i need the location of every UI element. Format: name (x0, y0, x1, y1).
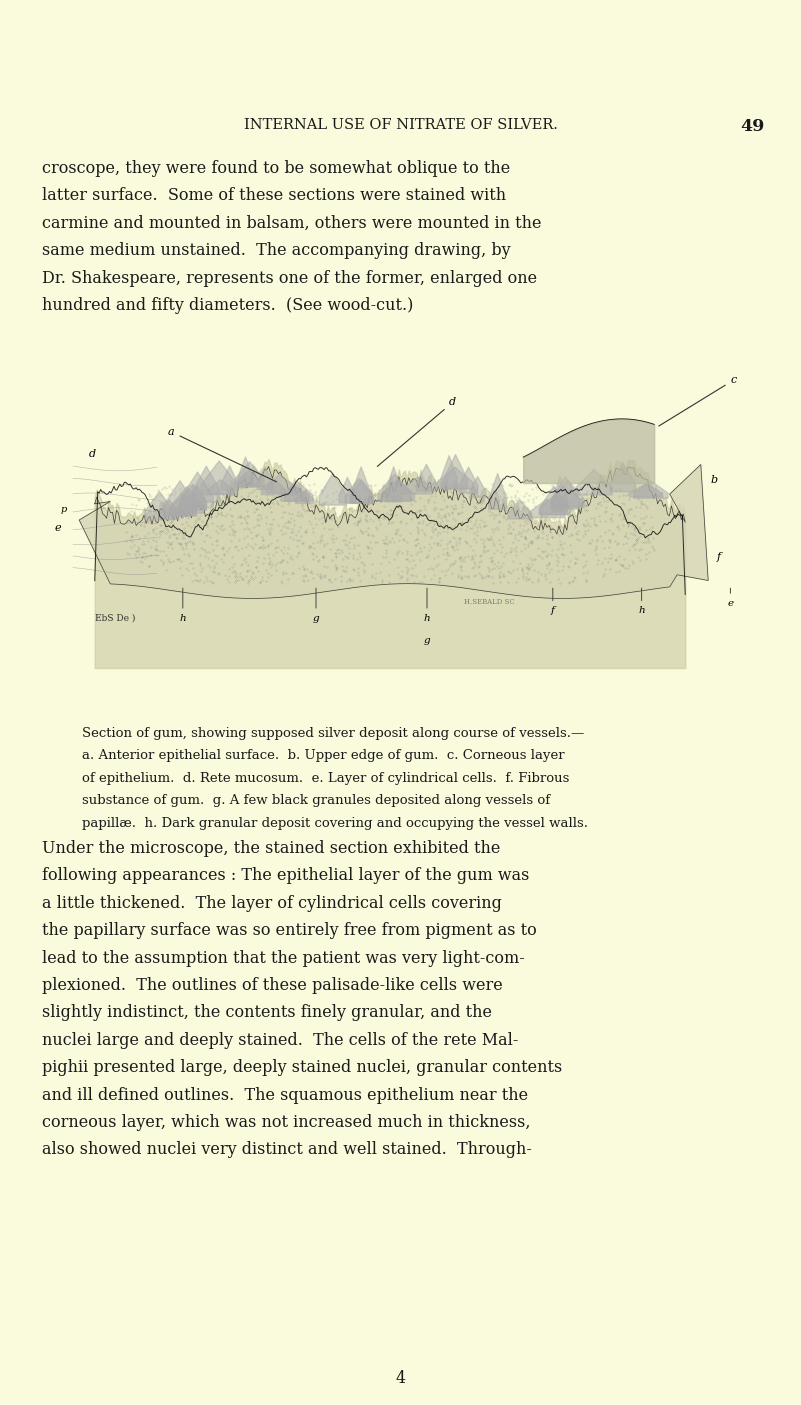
Text: plexioned.  The outlines of these palisade-like cells were: plexioned. The outlines of these palisad… (42, 976, 503, 993)
Text: a. Anterior epithelial surface.  b. Upper edge of gum.  c. Corneous layer: a. Anterior epithelial surface. b. Upper… (82, 749, 565, 763)
Text: slightly indistinct, the contents finely granular, and the: slightly indistinct, the contents finely… (42, 1005, 492, 1021)
Text: croscope, they were found to be somewhat oblique to the: croscope, they were found to be somewhat… (42, 160, 510, 177)
Text: h: h (638, 589, 645, 615)
Text: and ill defined outlines.  The squamous epithelium near the: and ill defined outlines. The squamous e… (42, 1086, 528, 1103)
Text: same medium unstained.  The accompanying drawing, by: same medium unstained. The accompanying … (42, 242, 510, 259)
Text: p: p (61, 504, 66, 513)
Text: g: g (424, 636, 430, 645)
Text: hundred and fifty diameters.  (See wood-cut.): hundred and fifty diameters. (See wood-c… (42, 296, 413, 313)
Text: b: b (710, 475, 717, 485)
Text: Dr. Shakespeare, represents one of the former, enlarged one: Dr. Shakespeare, represents one of the f… (42, 270, 537, 287)
Text: substance of gum.  g. A few black granules deposited along vessels of: substance of gum. g. A few black granule… (82, 794, 550, 808)
Text: h: h (179, 589, 186, 622)
Text: pighii presented large, deeply stained nuclei, granular contents: pighii presented large, deeply stained n… (42, 1059, 562, 1076)
Text: latter surface.  Some of these sections were stained with: latter surface. Some of these sections w… (42, 187, 506, 204)
Text: 4: 4 (396, 1370, 405, 1387)
Text: e: e (727, 589, 734, 608)
Text: c: c (658, 375, 737, 426)
Text: INTERNAL USE OF NITRATE OF SILVER.: INTERNAL USE OF NITRATE OF SILVER. (244, 118, 557, 132)
Text: a little thickened.  The layer of cylindrical cells covering: a little thickened. The layer of cylindr… (42, 895, 502, 912)
Text: 49: 49 (740, 118, 764, 135)
Text: papillæ.  h. Dark granular deposit covering and occupying the vessel walls.: papillæ. h. Dark granular deposit coveri… (82, 816, 588, 830)
Text: g: g (312, 589, 320, 622)
Text: f: f (716, 552, 720, 562)
Text: d: d (377, 398, 457, 466)
Text: a: a (168, 427, 276, 482)
Text: following appearances : The epithelial layer of the gum was: following appearances : The epithelial l… (42, 867, 529, 884)
Text: Under the microscope, the stained section exhibited the: Under the microscope, the stained sectio… (42, 840, 501, 857)
Text: corneous layer, which was not increased much in thickness,: corneous layer, which was not increased … (42, 1114, 530, 1131)
Text: H.SEBALD SC: H.SEBALD SC (464, 599, 514, 606)
Text: e: e (54, 523, 61, 532)
Text: Section of gum, showing supposed silver deposit along course of vessels.—: Section of gum, showing supposed silver … (82, 726, 584, 740)
Text: also showed nuclei very distinct and well stained.  Through-: also showed nuclei very distinct and wel… (42, 1141, 532, 1158)
Text: carmine and mounted in balsam, others were mounted in the: carmine and mounted in balsam, others we… (42, 215, 541, 232)
Text: EbS De ): EbS De ) (95, 614, 135, 622)
Polygon shape (79, 465, 708, 599)
Text: f: f (551, 589, 555, 615)
Text: nuclei large and deeply stained.  The cells of the rete Mal-: nuclei large and deeply stained. The cel… (42, 1031, 518, 1048)
Text: h: h (424, 589, 430, 622)
Text: lead to the assumption that the patient was very light-com-: lead to the assumption that the patient … (42, 950, 525, 967)
Text: of epithelium.  d. Rete mucosum.  e. Layer of cylindrical cells.  f. Fibrous: of epithelium. d. Rete mucosum. e. Layer… (82, 771, 570, 785)
Text: the papillary surface was so entirely free from pigment as to: the papillary surface was so entirely fr… (42, 922, 537, 939)
Text: d: d (89, 450, 95, 459)
